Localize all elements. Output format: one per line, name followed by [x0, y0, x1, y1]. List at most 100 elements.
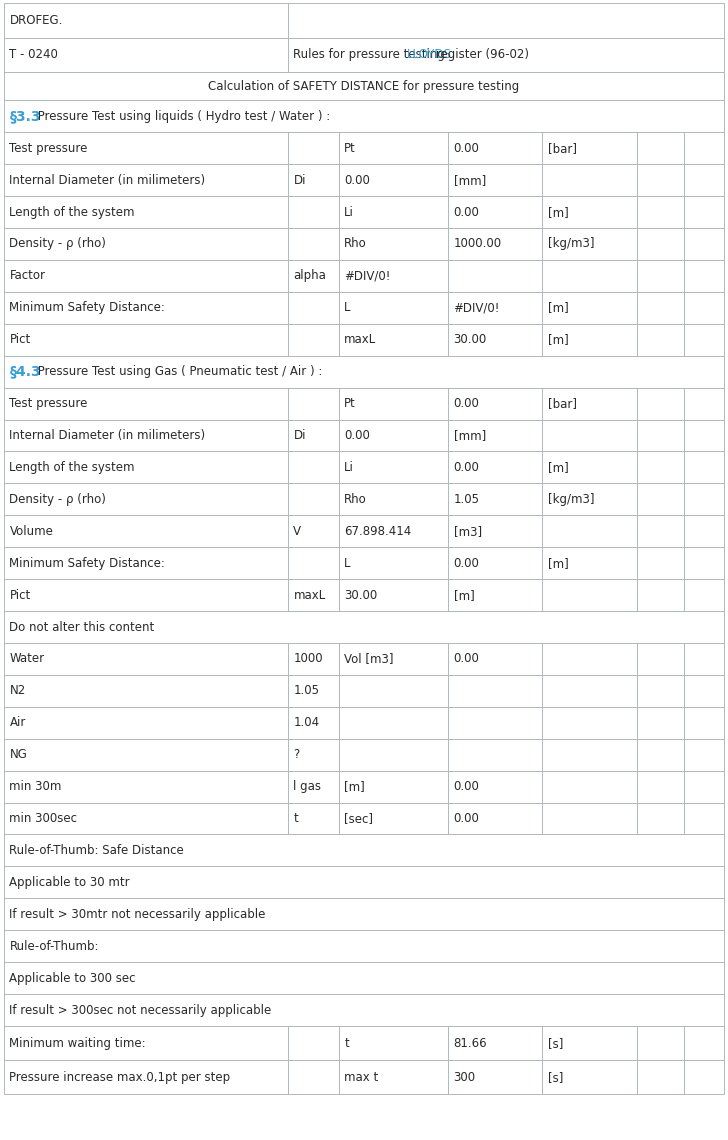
Text: LLOYDS: LLOYDS	[406, 48, 451, 62]
Bar	[448, 260, 542, 292]
Text: Di: Di	[293, 173, 306, 187]
Bar	[542, 260, 637, 292]
Bar	[288, 228, 339, 260]
Bar	[4, 388, 288, 420]
Bar	[4, 451, 288, 483]
Text: [s]: [s]	[548, 1036, 563, 1050]
Bar	[448, 196, 542, 228]
Bar	[4, 579, 288, 611]
Text: Li: Li	[344, 461, 355, 474]
Text: #DIV/0!: #DIV/0!	[344, 269, 391, 283]
Bar	[448, 228, 542, 260]
Bar	[684, 515, 724, 547]
Text: Density - ρ (rho): Density - ρ (rho)	[9, 492, 106, 506]
Bar	[448, 292, 542, 324]
Bar	[339, 739, 448, 771]
Bar	[339, 771, 448, 803]
Bar	[684, 579, 724, 611]
Bar	[288, 3, 724, 38]
Bar	[448, 1060, 542, 1094]
Text: Pt: Pt	[344, 397, 356, 410]
Text: Minimum Safety Distance:: Minimum Safety Distance:	[9, 556, 165, 570]
Bar	[4, 930, 724, 962]
Text: Minimum waiting time:: Minimum waiting time:	[9, 1036, 146, 1050]
Bar	[542, 515, 637, 547]
Bar	[637, 388, 684, 420]
Text: ?: ?	[293, 748, 300, 762]
Text: 0.00: 0.00	[454, 556, 480, 570]
Text: 30.00: 30.00	[454, 333, 487, 347]
Bar	[339, 420, 448, 451]
Bar	[4, 962, 724, 994]
Bar	[542, 132, 637, 164]
Text: register (96-02): register (96-02)	[432, 48, 529, 62]
Bar	[4, 515, 288, 547]
Bar	[4, 72, 724, 100]
Bar	[542, 803, 637, 834]
Bar	[339, 324, 448, 356]
Text: Rule-of-Thumb: Safe Distance: Rule-of-Thumb: Safe Distance	[9, 844, 184, 857]
Bar	[448, 132, 542, 164]
Bar	[637, 420, 684, 451]
Text: Minimum Safety Distance:: Minimum Safety Distance:	[9, 301, 165, 315]
Text: Internal Diameter (in milimeters): Internal Diameter (in milimeters)	[9, 173, 205, 187]
Text: [m3]: [m3]	[454, 524, 482, 538]
Text: NG: NG	[9, 748, 28, 762]
Text: Test pressure: Test pressure	[9, 141, 88, 155]
Bar	[288, 132, 339, 164]
Text: Length of the system: Length of the system	[9, 205, 135, 219]
Text: min 30m: min 30m	[9, 780, 62, 793]
Bar	[288, 771, 339, 803]
Bar	[339, 483, 448, 515]
Bar	[637, 228, 684, 260]
Bar	[684, 260, 724, 292]
Bar	[542, 1026, 637, 1060]
Bar	[4, 38, 288, 72]
Text: Rho: Rho	[344, 237, 367, 251]
Bar	[542, 196, 637, 228]
Bar	[4, 420, 288, 451]
Text: l gas: l gas	[293, 780, 321, 793]
Bar	[637, 292, 684, 324]
Bar	[684, 739, 724, 771]
Bar	[684, 388, 724, 420]
Bar	[4, 866, 724, 898]
Bar	[637, 1026, 684, 1060]
Text: 0.00: 0.00	[454, 780, 480, 793]
Text: §4.3: §4.3	[9, 365, 41, 378]
Bar	[542, 739, 637, 771]
Bar	[288, 707, 339, 739]
Bar	[542, 228, 637, 260]
Bar	[684, 196, 724, 228]
Bar	[339, 451, 448, 483]
Bar	[684, 1060, 724, 1094]
Bar	[542, 451, 637, 483]
Text: Calculation of SAFETY DISTANCE for pressure testing: Calculation of SAFETY DISTANCE for press…	[208, 80, 520, 92]
Text: [m]: [m]	[548, 301, 569, 315]
Bar	[542, 707, 637, 739]
Bar	[684, 643, 724, 675]
Bar	[684, 707, 724, 739]
Text: [m]: [m]	[344, 780, 365, 793]
Bar	[288, 739, 339, 771]
Text: 1.05: 1.05	[293, 684, 320, 698]
Bar	[684, 803, 724, 834]
Text: T - 0240: T - 0240	[9, 48, 58, 62]
Bar	[288, 420, 339, 451]
Bar	[339, 1060, 448, 1094]
Text: [m]: [m]	[454, 588, 475, 602]
Text: 0.00: 0.00	[344, 173, 371, 187]
Bar	[542, 324, 637, 356]
Bar	[288, 579, 339, 611]
Bar	[637, 771, 684, 803]
Bar	[637, 643, 684, 675]
Text: Rule-of-Thumb:: Rule-of-Thumb:	[9, 939, 99, 953]
Bar	[448, 739, 542, 771]
Text: 0.00: 0.00	[454, 812, 480, 825]
Bar	[4, 611, 724, 643]
Bar	[542, 420, 637, 451]
Bar	[339, 228, 448, 260]
Bar	[637, 196, 684, 228]
Bar	[637, 1060, 684, 1094]
Bar	[288, 547, 339, 579]
